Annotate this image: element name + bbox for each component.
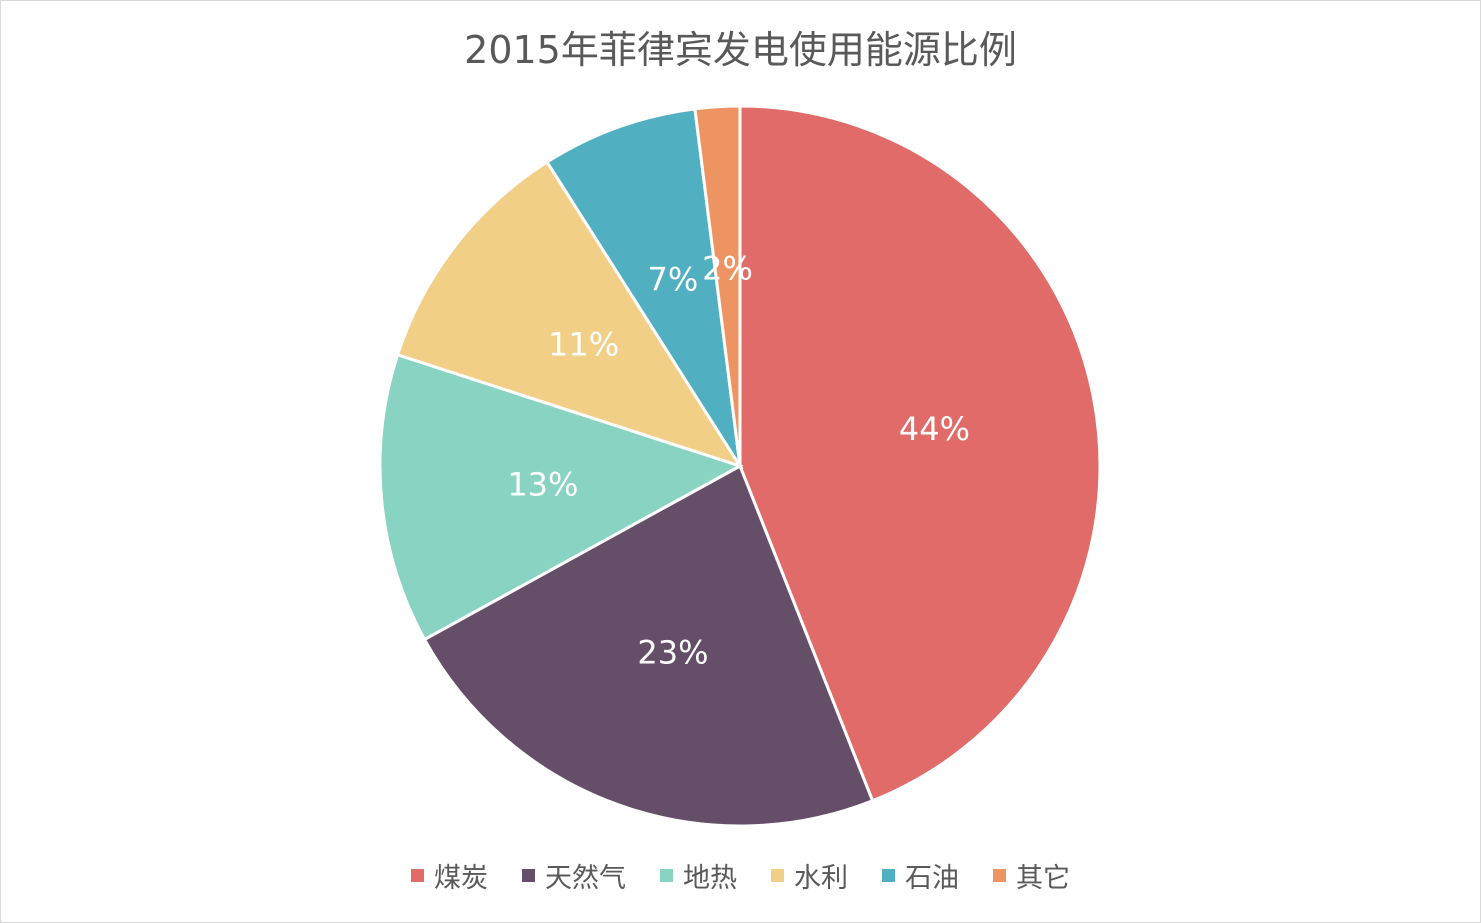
pie-slice-3 [395,159,744,469]
chart-title: 2015年菲律宾发电使用能源比例 [464,28,1017,72]
pie-slice-1 [422,463,875,828]
slice-label-2: 13% [507,466,578,504]
pie-slice-0 [738,104,1102,803]
legend-swatch [771,869,784,882]
legend-swatch [993,869,1006,882]
chart-legend: 煤炭 天然气 地热 水利 石油 其它 [0,856,1481,895]
legend-item-3: 水利 [771,856,848,895]
pie-slice-4 [545,107,742,467]
slice-label-0: 44% [899,410,970,448]
legend-item-2: 地热 [660,856,737,895]
pie-slice-2 [378,352,744,642]
legend-swatch [411,869,424,882]
legend-item-5: 其它 [993,856,1070,895]
legend-swatch [522,869,535,882]
legend-swatch [660,869,673,882]
slice-label-3: 11% [548,326,619,364]
legend-label: 天然气 [545,863,626,894]
slice-label-5: 2% [702,249,753,287]
legend-label: 地热 [683,863,737,894]
legend-item-1: 天然气 [522,856,626,895]
slice-label-4: 7% [648,261,699,299]
slice-label-1: 23% [637,633,708,671]
pie-slice-5 [693,104,742,467]
legend-item-0: 煤炭 [411,856,488,895]
legend-label: 其它 [1016,863,1070,894]
legend-label: 石油 [905,863,959,894]
legend-item-4: 石油 [882,856,959,895]
legend-label: 煤炭 [434,863,488,894]
legend-swatch [882,869,895,882]
legend-label: 水利 [794,863,848,894]
